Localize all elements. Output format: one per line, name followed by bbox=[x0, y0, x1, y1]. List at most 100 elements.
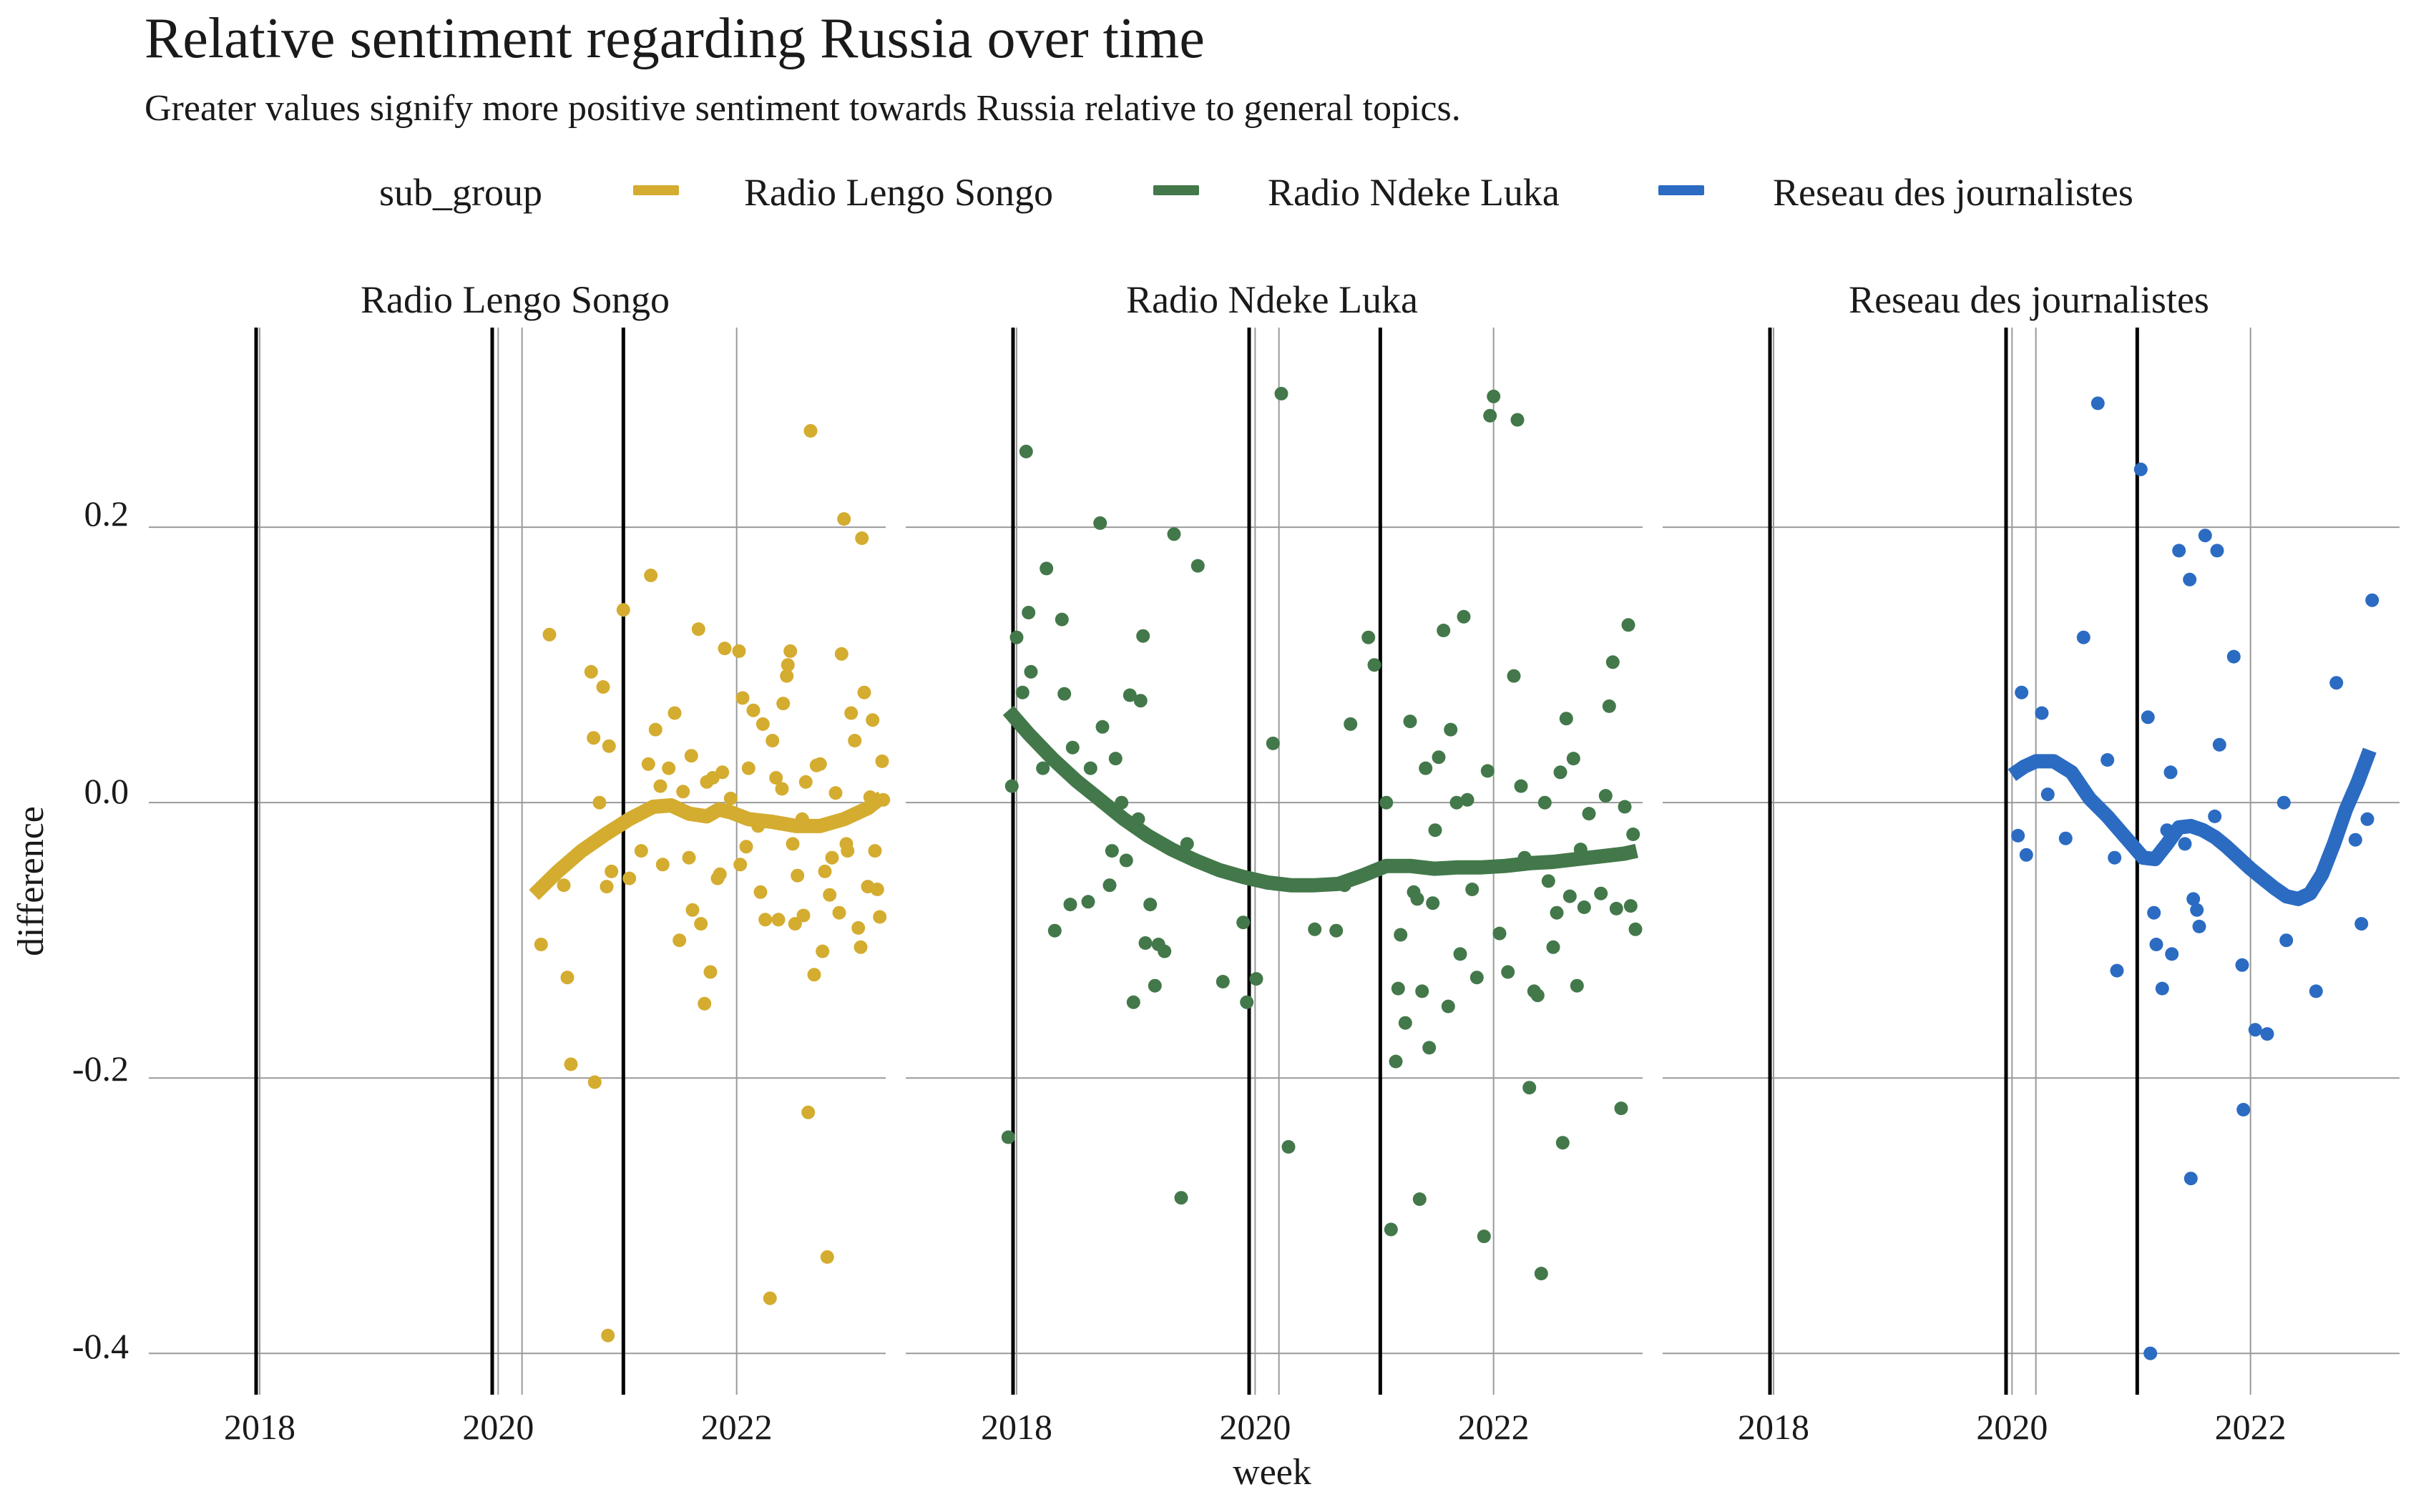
data-point bbox=[1605, 655, 1620, 669]
data-point bbox=[596, 680, 610, 694]
data-point bbox=[844, 706, 859, 720]
data-point bbox=[813, 757, 827, 771]
data-point bbox=[873, 910, 887, 924]
x-tick-label: 2018 bbox=[981, 1407, 1052, 1447]
data-point bbox=[2236, 1103, 2251, 1116]
data-point bbox=[2141, 710, 2155, 725]
data-point bbox=[1514, 779, 1528, 793]
data-point bbox=[2360, 812, 2375, 826]
data-point bbox=[1594, 886, 1608, 900]
data-point bbox=[1537, 795, 1552, 810]
panel-strip-radio-ndeke-luka: Radio Ndeke Luka bbox=[1126, 278, 1418, 321]
data-point bbox=[648, 722, 662, 737]
panel-radio-ndeke-luka: 2018 2020 2022 bbox=[906, 328, 1643, 1447]
data-point bbox=[2100, 753, 2115, 767]
data-point bbox=[839, 837, 854, 851]
y-tick-label: 0.2 bbox=[84, 494, 129, 534]
data-point bbox=[1083, 761, 1097, 775]
data-point bbox=[2090, 396, 2105, 411]
data-point bbox=[685, 903, 700, 917]
data-point bbox=[1102, 878, 1117, 893]
data-point bbox=[1143, 898, 1158, 912]
data-point bbox=[1281, 1140, 1296, 1154]
smooth-line bbox=[529, 791, 887, 900]
data-point bbox=[2276, 795, 2291, 810]
data-point bbox=[857, 685, 871, 699]
data-point bbox=[1555, 1136, 1570, 1150]
data-point bbox=[1428, 823, 1442, 838]
data-point bbox=[807, 968, 821, 982]
data-point bbox=[803, 423, 818, 438]
data-point bbox=[2210, 544, 2224, 558]
data-point bbox=[1415, 984, 1429, 998]
data-point bbox=[557, 878, 571, 893]
data-point bbox=[1477, 1229, 1491, 1244]
data-point bbox=[1465, 883, 1480, 896]
data-point bbox=[1562, 889, 1577, 903]
data-point bbox=[796, 908, 811, 923]
data-point bbox=[1559, 712, 1573, 726]
x-tick-label: 2020 bbox=[1219, 1407, 1291, 1447]
data-point bbox=[848, 734, 862, 747]
data-point bbox=[786, 837, 800, 851]
data-point bbox=[1626, 828, 1640, 841]
data-point bbox=[1501, 965, 1515, 979]
legend: sub_group Radio Lengo Songo Radio Ndeke … bbox=[379, 171, 2133, 214]
data-point bbox=[694, 917, 708, 931]
data-point bbox=[1598, 789, 1613, 803]
data-point bbox=[2178, 837, 2192, 851]
data-point bbox=[1522, 1081, 1537, 1095]
data-point bbox=[818, 864, 832, 878]
data-point bbox=[788, 917, 802, 931]
data-point bbox=[1602, 699, 1616, 713]
data-point bbox=[2348, 833, 2362, 847]
data-point bbox=[2329, 676, 2344, 690]
data-point bbox=[1403, 715, 1417, 729]
data-point bbox=[684, 749, 698, 763]
data-point bbox=[1628, 922, 1643, 936]
legend-label-reseau-des-journalistes: Reseau des journalistes bbox=[1773, 171, 2133, 214]
data-point bbox=[753, 885, 768, 899]
data-point bbox=[2147, 905, 2161, 920]
data-point bbox=[2149, 938, 2163, 951]
data-point bbox=[2279, 933, 2294, 948]
data-point bbox=[1391, 981, 1405, 996]
data-point bbox=[801, 1105, 816, 1119]
y-axis-ticks: 0.2 0.0 -0.2 -0.4 bbox=[72, 494, 129, 1366]
panels: 2018 2020 2022 2018 2020 2022 2018 2020 2022 bbox=[149, 328, 2400, 1447]
data-point bbox=[682, 850, 696, 865]
data-point bbox=[1240, 995, 1254, 1009]
chart-title: Relative sentiment regarding Russia over… bbox=[145, 7, 1205, 70]
data-point bbox=[1566, 752, 1580, 766]
data-point bbox=[816, 944, 830, 958]
data-point bbox=[2019, 848, 2033, 862]
panel-strip-radio-lengo-songo: Radio Lengo Songo bbox=[361, 278, 670, 321]
data-point bbox=[2040, 787, 2055, 802]
data-point bbox=[733, 858, 748, 872]
data-point bbox=[2133, 462, 2148, 476]
data-point bbox=[2186, 892, 2201, 906]
data-point bbox=[560, 971, 574, 985]
chart-subtitle: Greater values signify more positive sen… bbox=[145, 88, 1461, 129]
data-point bbox=[758, 913, 773, 927]
data-point bbox=[870, 883, 884, 896]
legend-label-radio-ndeke-luka: Radio Ndeke Luka bbox=[1268, 171, 1560, 214]
data-point bbox=[1093, 516, 1107, 530]
data-point bbox=[605, 864, 619, 878]
data-point bbox=[735, 691, 750, 705]
data-point bbox=[2198, 529, 2212, 543]
legend-key-radio-lengo-songo bbox=[633, 185, 679, 195]
data-point bbox=[1507, 669, 1521, 683]
data-point bbox=[602, 739, 616, 753]
smooth-line bbox=[1002, 705, 1638, 893]
data-point bbox=[1432, 750, 1446, 765]
data-point bbox=[1510, 413, 1525, 427]
data-point bbox=[1487, 389, 1501, 403]
data-point bbox=[1136, 629, 1150, 643]
data-point bbox=[1105, 844, 1119, 858]
x-tick-label: 2022 bbox=[701, 1407, 773, 1447]
data-point bbox=[1274, 386, 1288, 401]
data-point bbox=[1492, 926, 1507, 941]
data-point bbox=[1308, 922, 1322, 936]
data-point bbox=[1057, 687, 1072, 701]
